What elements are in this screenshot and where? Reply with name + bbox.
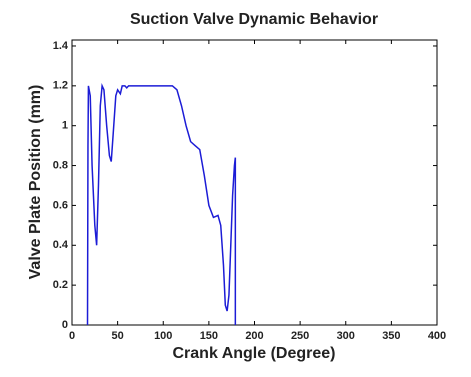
y-axis-label: Valve Plate Position (mm) xyxy=(27,85,44,280)
y-tick-label: 0.2 xyxy=(53,279,68,291)
x-tick-label: 250 xyxy=(291,330,309,342)
y-tick-label: 1 xyxy=(62,120,68,132)
y-tick-label: 0.6 xyxy=(53,199,68,211)
chart-title: Suction Valve Dynamic Behavior xyxy=(130,11,378,28)
x-tick-label: 150 xyxy=(200,330,218,342)
x-tick-label: 50 xyxy=(112,330,124,342)
data-line xyxy=(86,82,237,326)
x-tick-label: 350 xyxy=(382,330,400,342)
y-tick-label: 1.2 xyxy=(53,80,68,92)
x-tick-label: 300 xyxy=(337,330,355,342)
x-tick-label: 400 xyxy=(428,330,446,342)
y-tick-label: 0.8 xyxy=(53,159,68,171)
x-tick-label: 200 xyxy=(245,330,263,342)
x-tick-label: 100 xyxy=(154,330,172,342)
y-tick-label: 0.4 xyxy=(53,239,69,251)
axes-box xyxy=(71,39,438,326)
x-tick-label: 0 xyxy=(69,330,75,342)
y-tick-label: 1.4 xyxy=(53,40,69,52)
y-tick-label: 0 xyxy=(62,319,68,331)
x-axis-label: Crank Angle (Degree) xyxy=(173,345,336,362)
